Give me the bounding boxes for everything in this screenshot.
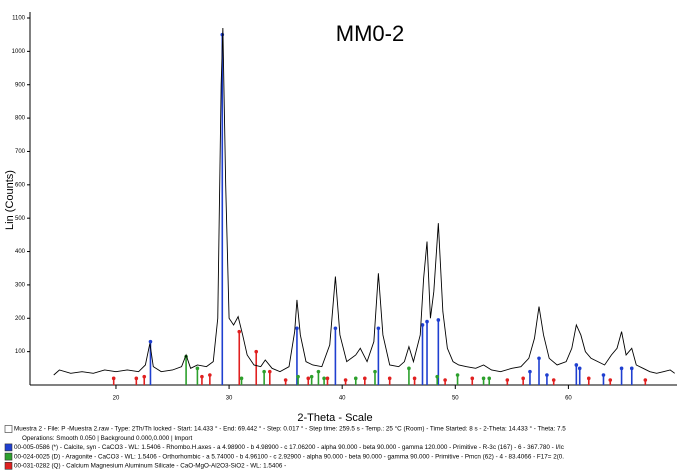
y-tick-label: 100 — [15, 349, 26, 355]
reference-marker — [608, 378, 613, 382]
reference-marker — [643, 378, 648, 382]
reference-marker — [296, 374, 300, 379]
reference-marker — [283, 378, 288, 382]
reference-marker — [134, 376, 139, 381]
legend-text: 00-005-0586 (*) - Calcite, syn - CaCO3 -… — [14, 444, 564, 451]
reference-marker — [487, 376, 492, 381]
x-axis-label: 2-Theta - Scale — [297, 412, 372, 424]
reference-marker — [481, 376, 486, 381]
reference-marker — [343, 378, 348, 382]
reference-marker — [528, 369, 532, 374]
reference-marker — [363, 376, 367, 381]
reference-marker — [376, 326, 381, 331]
y-tick-label: 200 — [15, 316, 26, 322]
reference-marker — [262, 369, 266, 374]
reference-marker — [545, 373, 549, 377]
y-tick-label: 400 — [15, 249, 26, 255]
legend-text: Muestra 2 - File: P -Muestra 2.raw - Typ… — [14, 425, 566, 433]
x-tick-label: 30 — [226, 396, 233, 402]
reference-marker — [470, 376, 475, 381]
reference-marker — [443, 378, 447, 382]
reference-marker — [195, 366, 200, 371]
operations-text: Operations: Smooth 0.050 | Background 0.… — [22, 435, 192, 442]
reference-marker — [239, 376, 244, 381]
y-tick-label: 900 — [15, 82, 26, 88]
legend-text: 00-031-0282 (Q) - Calcium Magnesium Alum… — [14, 462, 286, 469]
chart-title: MM0-2 — [336, 21, 404, 46]
reference-marker — [325, 376, 330, 381]
reference-marker — [353, 376, 358, 381]
reference-marker — [537, 356, 541, 361]
reference-marker — [208, 373, 212, 377]
legend-text: 00-024-0025 (D) - Aragonite - CaCO3 - WL… — [14, 453, 564, 460]
reference-marker — [521, 376, 525, 381]
reference-marker — [586, 376, 591, 381]
reference-marker — [142, 374, 147, 379]
x-tick-label: 60 — [565, 396, 572, 402]
y-tick-label: 800 — [15, 116, 26, 122]
reference-marker — [407, 366, 411, 371]
x-tick-label: 50 — [452, 396, 459, 402]
y-axis-label: Lin (Counts) — [4, 170, 16, 230]
reference-marker — [425, 319, 429, 324]
y-tick-label: 500 — [15, 216, 26, 222]
reference-marker — [316, 369, 321, 374]
y-tick-label: 1000 — [12, 49, 26, 55]
reference-marker — [373, 369, 377, 374]
reference-marker — [148, 339, 153, 344]
reference-marker — [601, 373, 606, 377]
reference-marker — [267, 369, 272, 374]
y-tick-label: 700 — [15, 149, 26, 155]
reference-marker — [505, 378, 510, 382]
reference-marker — [254, 349, 259, 354]
reference-marker — [436, 318, 441, 322]
x-tick-label: 40 — [339, 396, 346, 402]
reference-marker — [420, 323, 425, 327]
reference-marker — [455, 373, 460, 377]
x-tick-label: 20 — [113, 396, 120, 402]
reference-marker — [551, 378, 556, 382]
legend-icon — [4, 425, 13, 433]
reference-marker — [237, 329, 242, 334]
legend-icon — [4, 461, 13, 470]
reference-marker — [322, 376, 326, 381]
reference-marker — [333, 326, 338, 331]
legend-icon — [4, 443, 13, 452]
reference-marker — [387, 376, 392, 381]
y-tick-label: 600 — [15, 182, 26, 188]
legend-icon — [4, 452, 13, 461]
reference-marker — [619, 366, 624, 371]
reference-marker — [295, 326, 299, 331]
reference-marker — [574, 363, 579, 367]
y-tick-label: 1100 — [12, 16, 26, 22]
y-tick-label: 300 — [15, 282, 26, 288]
reference-marker — [111, 376, 116, 381]
reference-marker — [306, 376, 311, 381]
reference-marker — [412, 376, 417, 381]
pattern-line — [53, 27, 676, 376]
reference-marker — [577, 366, 582, 371]
reference-marker — [629, 366, 634, 371]
reference-marker — [309, 374, 314, 379]
reference-marker — [200, 374, 204, 379]
reference-marker — [435, 374, 440, 379]
